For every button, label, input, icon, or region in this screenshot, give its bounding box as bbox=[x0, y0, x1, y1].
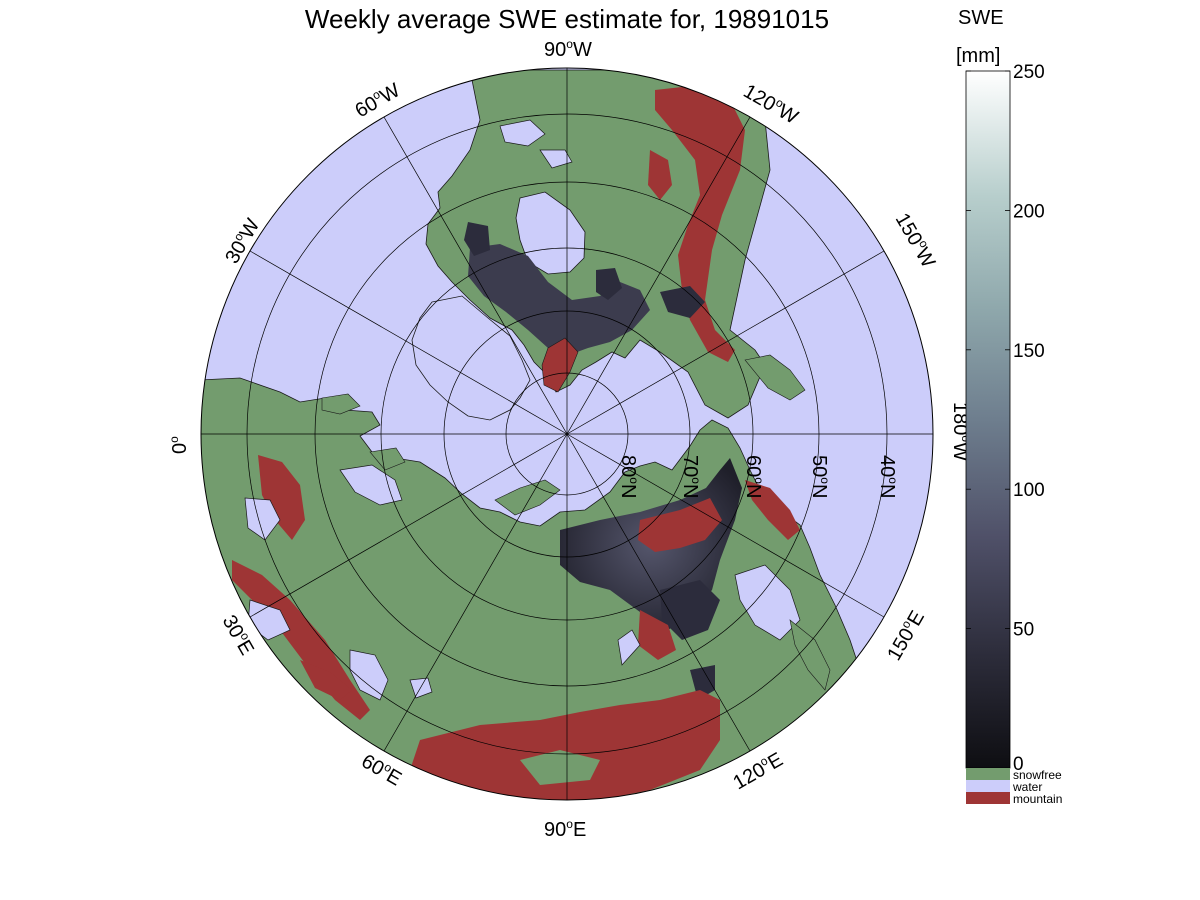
svalbard bbox=[369, 447, 406, 471]
colorbar-label-unit: [mm] bbox=[956, 45, 1000, 67]
lat-label-70n: 70oN bbox=[679, 455, 703, 498]
colorbar-tick-label: 50 bbox=[1013, 620, 1034, 641]
snow-patch-na-1 bbox=[596, 268, 622, 300]
iceland bbox=[321, 393, 361, 415]
lon-label-150e: 150oE bbox=[882, 606, 929, 664]
latitude-labels: 80oN 70oN 60oN 50oN 40oN bbox=[617, 455, 900, 498]
lake-baikal bbox=[617, 629, 641, 666]
mountain-caucasus bbox=[300, 660, 352, 700]
snow-patch-na-2 bbox=[660, 286, 705, 318]
legend-label-mountain: mountain bbox=[1013, 792, 1062, 806]
graticule bbox=[201, 68, 933, 800]
japan-islands bbox=[789, 619, 831, 691]
lat-label-40n: 40oN bbox=[876, 455, 900, 498]
lon-label-90w: 90oW bbox=[544, 37, 592, 61]
legend-swatch-snowfree bbox=[966, 768, 1010, 780]
colorbar-tick-label: 250 bbox=[1013, 62, 1045, 83]
colorbar-tick-label: 150 bbox=[1013, 341, 1045, 362]
legend-label-snowfree: snowfree bbox=[1013, 768, 1062, 782]
mountain-kamchatka bbox=[745, 480, 800, 540]
mountain-patch-na-2 bbox=[648, 150, 672, 200]
colorbar-label-swe: SWE bbox=[958, 7, 1004, 29]
polar-map bbox=[200, 67, 934, 801]
snow-canadian-arctic bbox=[468, 244, 650, 356]
alaska-coast bbox=[744, 354, 806, 401]
mountain-scandinavia bbox=[258, 455, 305, 540]
map-frame bbox=[200, 67, 934, 801]
hudson-bay bbox=[515, 191, 586, 275]
greenland bbox=[411, 295, 531, 421]
lat-label-80n: 80oN bbox=[617, 455, 641, 498]
novaya-zemlya bbox=[494, 479, 561, 516]
mountain-east-asia bbox=[638, 610, 676, 660]
lon-label-150w: 150oW bbox=[891, 209, 941, 272]
lat-label-60n: 60oN bbox=[742, 455, 766, 498]
legend-swatch-mountain bbox=[966, 792, 1010, 804]
snow-far-east bbox=[660, 580, 720, 640]
colorbar-tick-label: 200 bbox=[1013, 201, 1045, 222]
snow-patch-na-3 bbox=[464, 222, 490, 256]
mountain-tibet-spot bbox=[520, 750, 600, 785]
lat-label-50n: 50oN bbox=[808, 455, 832, 498]
colorbar-tick-label: 0 bbox=[1013, 754, 1024, 775]
lon-label-0: 0o bbox=[167, 436, 191, 454]
kara-sea-inlet bbox=[339, 464, 403, 506]
caspian-sea bbox=[349, 649, 389, 701]
lon-label-90e: 90oE bbox=[544, 817, 586, 841]
arctic-channel-2 bbox=[539, 149, 573, 169]
legend-swatch-water bbox=[966, 780, 1010, 792]
legend-label-water: water bbox=[1012, 780, 1042, 794]
mountain-central-asia bbox=[410, 690, 720, 800]
aral-sea bbox=[409, 677, 433, 699]
baltic-sea bbox=[244, 497, 281, 541]
colorbar-gradient bbox=[965, 70, 1011, 769]
chart-title: Weekly average SWE estimate for, 1989101… bbox=[305, 4, 829, 34]
colorbar-tick-label: 100 bbox=[1013, 480, 1045, 501]
arctic-channel-1 bbox=[499, 119, 546, 147]
okhotsk-sea bbox=[734, 564, 801, 641]
